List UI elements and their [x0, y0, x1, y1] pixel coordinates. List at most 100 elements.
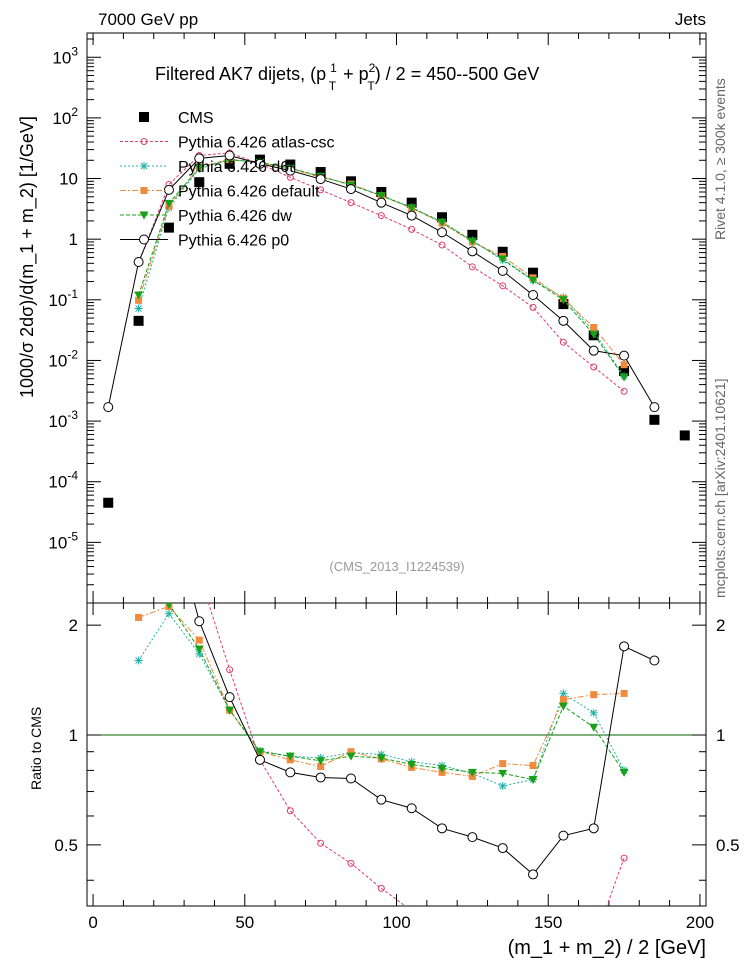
ratio-point-pythia-6-426-p0 [345, 773, 356, 784]
ratio-point-pythia-6-426-d6t [559, 689, 568, 698]
point-pythia-6-426-atlas-csc [499, 282, 507, 290]
ratio-point-pythia-6-426-dw [134, 580, 143, 588]
point-pythia-6-426-dw [164, 199, 174, 208]
ratio-point-pythia-6-426-default [590, 691, 598, 699]
point-cms [315, 167, 326, 178]
ratio-point-pythia-6-426-atlas-csc [620, 854, 628, 862]
point-pythia-6-426-p0 [558, 315, 569, 326]
ratio-point-pythia-6-426-atlas-csc [439, 923, 445, 929]
point-pythia-6-426-atlas-csc [347, 199, 355, 207]
point-pythia-6-426-p0 [133, 257, 144, 268]
point-pythia-6-426-dw [589, 330, 599, 339]
point-cms [649, 414, 660, 425]
point-pythia-6-426-p0 [345, 184, 356, 195]
point-pythia-6-426-dw [528, 276, 538, 285]
ratio-point-pythia-6-426-dw [316, 757, 326, 766]
point-cms [467, 229, 478, 240]
ratio-point-pythia-6-426-atlas-csc [136, 386, 142, 392]
legend-marker-pythia-6-426-default [140, 187, 148, 194]
ratio-line-pythia-6-426-atlas-csc [207, 603, 625, 906]
point-pythia-6-426-p0 [103, 402, 114, 413]
ratio-point-pythia-6-426-dw [376, 754, 386, 763]
point-pythia-6-426-atlas-csc [377, 212, 385, 220]
point-pythia-6-426-dw [376, 192, 386, 201]
ratio-tick-label: 1 [69, 726, 78, 745]
legend-label-pythia-6-426-d6t: Pythia 6.426 d6t [178, 159, 294, 176]
title-sub2: T [367, 79, 375, 93]
point-pythia-6-426-dw [619, 373, 629, 382]
point-pythia-6-426-p0 [528, 290, 539, 301]
analysis-label: (CMS_2013_I1224539) [329, 559, 464, 574]
ratio-tick-label: 2 [69, 616, 78, 635]
point-pythia-6-426-atlas-csc [408, 225, 416, 233]
ratio-point-pythia-6-426-dw [528, 776, 538, 785]
point-cms [163, 222, 174, 233]
ratio-point-pythia-6-426-dw [346, 752, 356, 761]
title-sup2: 2 [369, 61, 376, 75]
point-pythia-6-426-d6t [134, 304, 143, 313]
y-tick-label: 103 [52, 44, 78, 67]
ratio-point-pythia-6-426-p0 [528, 869, 539, 880]
title-mid: + p [338, 64, 369, 84]
y-axis-label-ratio: Ratio to CMS [28, 707, 44, 790]
legend-label-pythia-6-426-default: Pythia 6.426 default [178, 184, 320, 201]
energy-label: 7000 GeV pp [98, 10, 198, 29]
point-pythia-6-426-p0 [619, 350, 630, 361]
legend-marker-pythia-6-426-d6t [140, 162, 148, 170]
legend-label-pythia-6-426-dw: Pythia 6.426 dw [178, 208, 292, 225]
ratio-point-pythia-6-426-dw [225, 706, 235, 715]
y-tick-exponent: -3 [67, 408, 78, 422]
point-cms [437, 212, 448, 223]
ratio-point-pythia-6-426-dw [589, 723, 599, 732]
point-pythia-6-426-p0 [406, 210, 417, 221]
point-pythia-6-426-p0 [497, 265, 508, 276]
ratio-point-pythia-6-426-p0 [619, 641, 630, 652]
point-cms [497, 246, 508, 257]
point-pythia-6-426-default [135, 296, 143, 304]
point-pythia-6-426-p0 [437, 227, 448, 238]
point-pythia-6-426-atlas-csc [438, 241, 446, 249]
ratio-point-pythia-6-426-p0 [437, 823, 448, 834]
ratio-point-pythia-6-426-d6t [589, 708, 598, 717]
point-pythia-6-426-p0 [224, 150, 235, 161]
legend-marker-cms [139, 112, 149, 122]
ratio-point-pythia-6-426-default [317, 762, 325, 770]
y-tick-label: 10-1 [48, 287, 78, 310]
ratio-point-pythia-6-426-p0 [164, 503, 173, 512]
y-tick-label: 1 [69, 230, 78, 249]
ratio-point-pythia-6-426-dw [165, 603, 173, 609]
y-tick-exponent: -4 [67, 469, 78, 483]
y-tick-label: 10-3 [48, 408, 78, 431]
ratio-point-pythia-6-426-dw [467, 768, 477, 777]
y-tick-base: 10 [48, 473, 67, 492]
y-tick-base: 10 [52, 48, 71, 67]
point-pythia-6-426-atlas-csc [590, 363, 598, 371]
x-tick-label: 0 [88, 913, 97, 932]
jets-label: Jets [675, 10, 706, 29]
y-tick-base: 10 [48, 412, 67, 431]
plot-title: Filtered AK7 dijets, (p 1 T + p2 T) / 2 = 4… [155, 61, 539, 93]
y-tick-exponent: -1 [67, 287, 78, 301]
ratio-point-pythia-6-426-p0 [406, 803, 417, 814]
ratio-point-pythia-6-426-d6t [134, 656, 143, 665]
ratio-point-pythia-6-426-p0 [194, 616, 205, 627]
ratio-point-pythia-6-426-atlas-csc [377, 884, 385, 892]
ratio-point-pythia-6-426-dw [194, 645, 204, 654]
ratio-point-pythia-6-426-p0 [315, 772, 326, 783]
ratio-point-pythia-6-426-atlas-csc [347, 859, 355, 867]
legend-label-pythia-6-426-atlas-csc: Pythia 6.426 atlas-csc [178, 135, 335, 152]
ratio-point-pythia-6-426-d6t [195, 649, 204, 658]
ratio-point-pythia-6-426-p0 [467, 832, 478, 843]
ratio-point-pythia-6-426-dw [619, 768, 629, 777]
ratio-point-pythia-6-426-dw [285, 752, 295, 761]
ratio-point-pythia-6-426-default [529, 762, 537, 770]
ratio-point-pythia-6-426-p0 [588, 823, 599, 834]
title-sub1: T [329, 79, 337, 93]
x-tick-label: 100 [382, 913, 410, 932]
ratio-point-pythia-6-426-p0 [376, 794, 387, 805]
ratio-point-pythia-6-426-dw [498, 769, 508, 778]
ratio-point-pythia-6-426-p0 [254, 754, 265, 765]
y-tick-label: 10 [59, 170, 78, 189]
title-main: Filtered AK7 dijets, (p [155, 64, 326, 84]
point-pythia-6-426-p0 [649, 402, 660, 413]
